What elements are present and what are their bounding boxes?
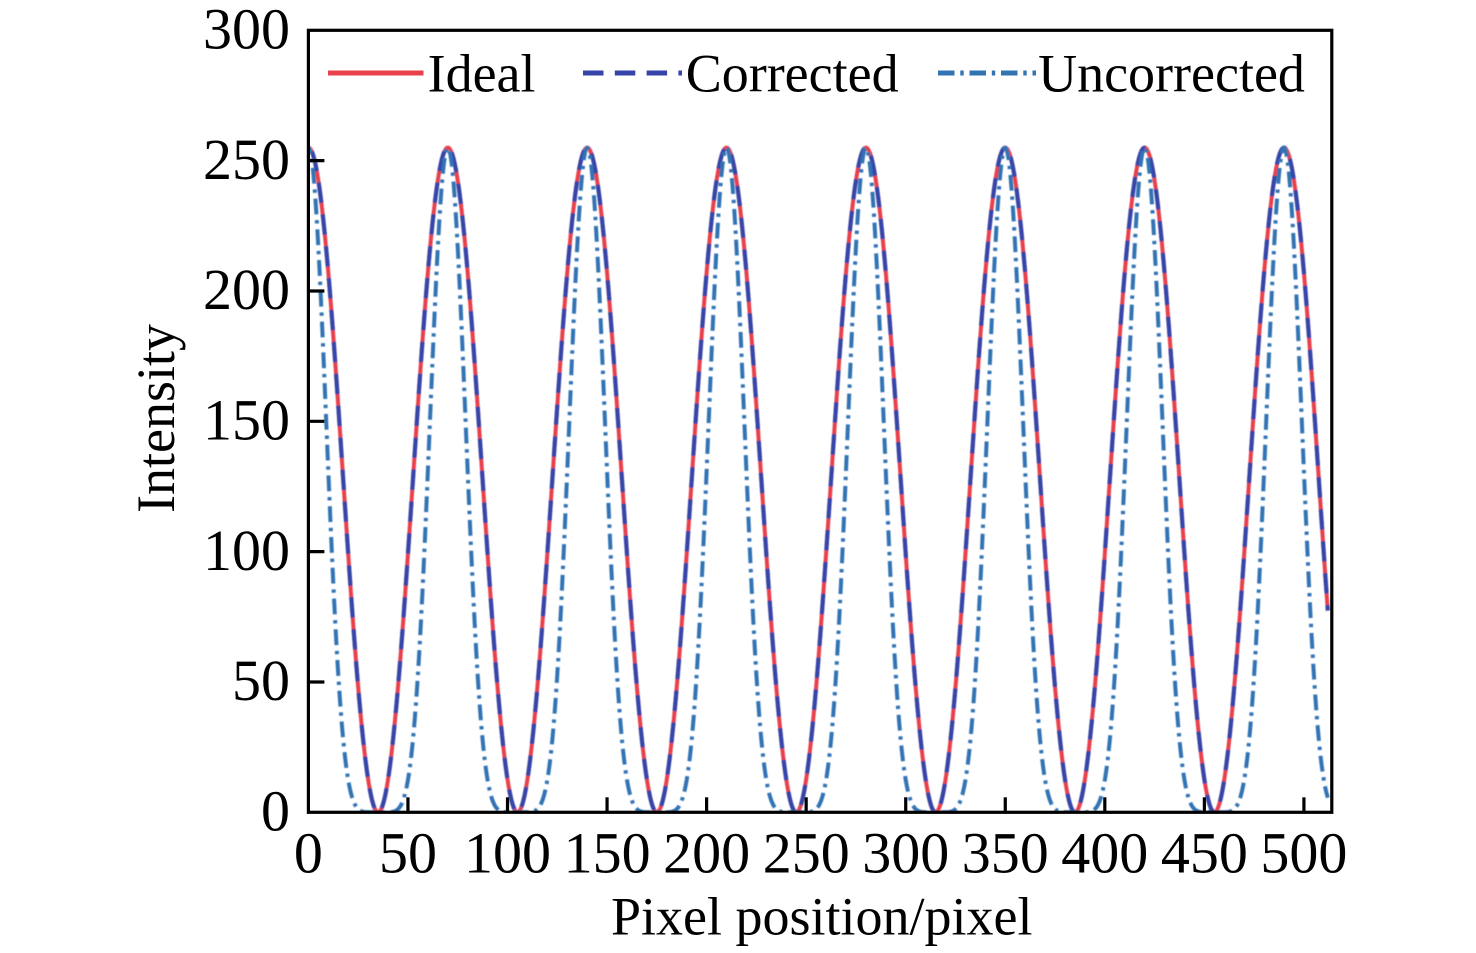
- svg-text:0: 0: [294, 821, 323, 886]
- svg-text:Uncorrected: Uncorrected: [1038, 44, 1305, 104]
- svg-text:150: 150: [564, 821, 651, 886]
- svg-text:50: 50: [379, 821, 437, 886]
- svg-text:300: 300: [862, 821, 949, 886]
- svg-text:0: 0: [261, 779, 290, 844]
- svg-text:Ideal: Ideal: [428, 44, 536, 104]
- svg-text:Corrected: Corrected: [686, 44, 899, 104]
- svg-text:Intensity: Intensity: [126, 324, 186, 513]
- svg-text:100: 100: [464, 821, 551, 886]
- svg-text:400: 400: [1061, 821, 1148, 886]
- svg-text:100: 100: [203, 518, 290, 583]
- svg-text:500: 500: [1260, 821, 1347, 886]
- svg-text:250: 250: [763, 821, 850, 886]
- svg-text:200: 200: [663, 821, 750, 886]
- svg-text:250: 250: [203, 127, 290, 192]
- svg-text:350: 350: [962, 821, 1049, 886]
- svg-text:50: 50: [232, 648, 290, 713]
- svg-text:Pixel position/pixel: Pixel position/pixel: [611, 887, 1033, 947]
- svg-text:450: 450: [1161, 821, 1248, 886]
- svg-text:200: 200: [203, 257, 290, 322]
- svg-text:150: 150: [203, 388, 290, 453]
- svg-text:300: 300: [203, 0, 290, 62]
